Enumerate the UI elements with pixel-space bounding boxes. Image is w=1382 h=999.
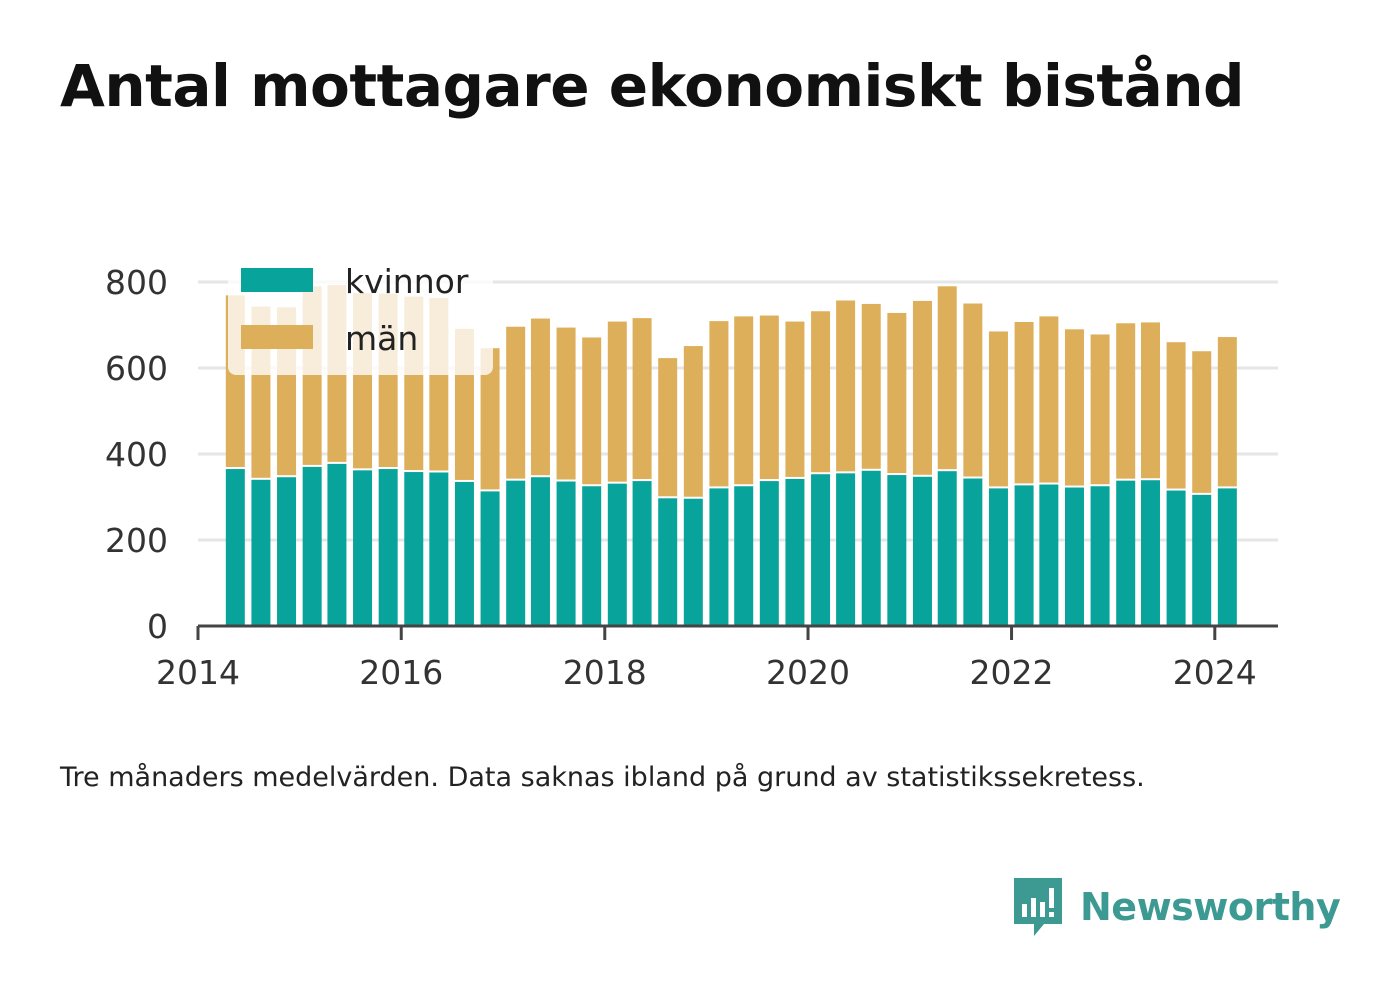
bar-man [785, 321, 805, 477]
bar-kvinnor [785, 478, 805, 626]
bar-kvinnor [506, 480, 526, 626]
bar-kvinnor [912, 476, 932, 626]
brand-logo: Newsworthy [1010, 872, 1341, 942]
bar-kvinnor [454, 481, 474, 626]
y-tick-label: 600 [105, 349, 168, 388]
bar-man [632, 318, 652, 480]
y-tick-label: 800 [105, 263, 168, 302]
bar-man [937, 286, 957, 470]
bar-man [1090, 334, 1110, 485]
bar-kvinnor [963, 478, 983, 626]
y-tick-label: 200 [105, 521, 168, 560]
bar-man [530, 318, 550, 476]
bar-man [861, 303, 881, 469]
bar-kvinnor [1014, 485, 1034, 626]
x-tick-label: 2022 [970, 653, 1054, 692]
footnote: Tre månaders medelvärden. Data saknas ib… [60, 762, 1145, 793]
bar-kvinnor [225, 469, 245, 626]
bar-kvinnor [632, 481, 652, 626]
bar-kvinnor [1090, 486, 1110, 626]
bar-man [1116, 323, 1136, 479]
bar-man [1039, 316, 1059, 483]
bar-chart: 0 200 400 600 800 2014 2016 2018 2020 2022 2024 kv… [105, 255, 1278, 692]
bar-kvinnor [404, 472, 424, 626]
x-tick-label: 2014 [156, 653, 240, 692]
bar-man [887, 312, 907, 474]
bar-man [836, 300, 856, 472]
legend-label-kvinnor: kvinnor [345, 262, 469, 301]
bar-man [1064, 329, 1084, 486]
bar-kvinnor [861, 470, 881, 626]
legend: kvinnor män [228, 255, 493, 375]
bar-man [1014, 321, 1034, 484]
bar-kvinnor [378, 469, 398, 626]
bar-man [963, 303, 983, 477]
bar-man [658, 358, 678, 497]
bar-man [811, 311, 831, 473]
bar-kvinnor [1192, 494, 1212, 626]
bar-kvinnor [480, 491, 500, 626]
bar-kvinnor [607, 483, 627, 626]
bar-kvinnor [353, 470, 373, 626]
x-tick-label: 2016 [359, 653, 443, 692]
x-tick-label: 2020 [766, 653, 850, 692]
bar-man [1166, 342, 1186, 489]
bar-kvinnor [556, 481, 576, 626]
bar-kvinnor [988, 488, 1008, 626]
bar-kvinnor [734, 486, 754, 626]
bar-man [1217, 337, 1237, 487]
bar-kvinnor [277, 477, 297, 626]
bar-kvinnor [251, 479, 271, 626]
legend-swatch-man [241, 325, 313, 349]
bar-man [582, 337, 602, 485]
bar-man [506, 326, 526, 479]
bar-kvinnor [1039, 484, 1059, 626]
bar-man [912, 300, 932, 475]
bar-kvinnor [937, 471, 957, 626]
chart-title: Antal mottagare ekonomiskt bistånd [60, 52, 1245, 120]
x-tick-label: 2024 [1173, 653, 1257, 692]
bar-kvinnor [1217, 488, 1237, 626]
legend-swatch-kvinnor [241, 268, 313, 292]
bar-kvinnor [887, 475, 907, 626]
bar-kvinnor [811, 474, 831, 626]
bar-man [988, 331, 1008, 487]
bar-kvinnor [658, 498, 678, 626]
bar-man [709, 321, 729, 487]
y-tick-label: 400 [105, 435, 168, 474]
legend-label-man: män [345, 319, 418, 358]
bar-man [480, 348, 500, 490]
bar-man [607, 321, 627, 482]
y-tick-label: 0 [147, 607, 168, 646]
axes: 0 200 400 600 800 2014 2016 2018 2020 2022 2024 [105, 263, 1278, 692]
bar-kvinnor [759, 481, 779, 626]
bar-kvinnor [836, 473, 856, 626]
bar-kvinnor [429, 472, 449, 626]
bar-kvinnor [582, 486, 602, 626]
bar-man [1192, 351, 1212, 493]
bar-man [556, 327, 576, 480]
bar-man [759, 315, 779, 480]
bar-kvinnor [302, 466, 322, 626]
bar-kvinnor [709, 488, 729, 626]
bar-kvinnor [530, 477, 550, 626]
bar-man [734, 316, 754, 485]
bar-kvinnor [1116, 480, 1136, 626]
bar-kvinnor [1140, 480, 1160, 626]
brand-name: Newsworthy [1080, 885, 1341, 929]
bar-man [1140, 322, 1160, 479]
bar-man [683, 346, 703, 497]
bar-kvinnor [1166, 490, 1186, 626]
newsworthy-icon [1014, 878, 1062, 936]
bar-kvinnor [683, 498, 703, 626]
bar-kvinnor [1064, 487, 1084, 626]
bar-kvinnor [327, 463, 347, 626]
x-tick-label: 2018 [563, 653, 647, 692]
